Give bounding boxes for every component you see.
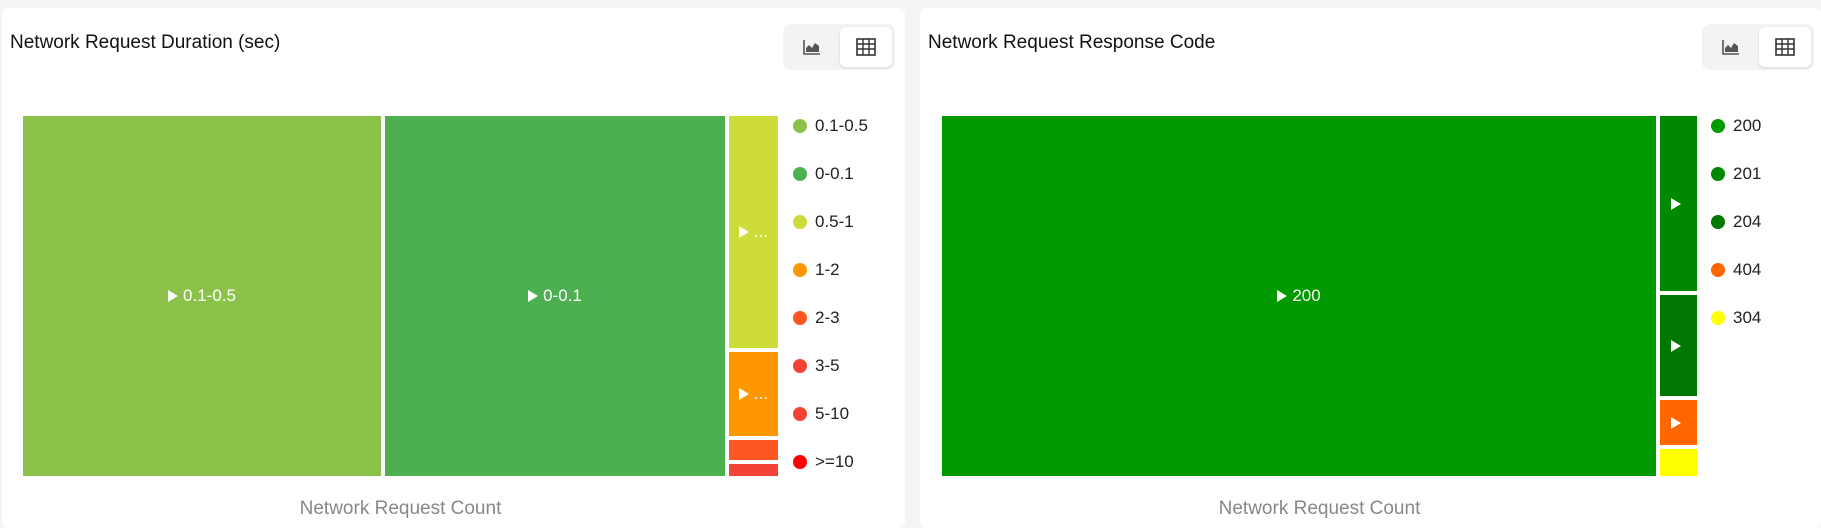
chart-view-button[interactable]: [1705, 27, 1757, 67]
drilldown-arrow-icon: [1671, 339, 1681, 352]
legend-dot-icon: [793, 119, 807, 133]
legend-dot-icon: [793, 455, 807, 469]
table-view-button[interactable]: [840, 27, 892, 67]
cell-label: ...: [753, 384, 769, 403]
cell-label: ...: [753, 222, 769, 241]
legend-item[interactable]: 304: [1711, 308, 1761, 328]
cell-label: 0-0.1: [543, 286, 582, 305]
table-view-button[interactable]: [1759, 27, 1811, 67]
legend-item[interactable]: 2-3: [793, 308, 840, 328]
legend-label: 204: [1733, 212, 1762, 231]
response-code-panel: Network Request Response Code 200 200 201…: [920, 8, 1821, 528]
legend-item[interactable]: 3-5: [793, 356, 840, 376]
treemap-cell-1-2[interactable]: ...: [729, 352, 778, 436]
legend-item[interactable]: 5-10: [793, 404, 849, 424]
panel-title: Network Request Response Code: [928, 32, 1216, 53]
legend-label: 200: [1733, 116, 1762, 135]
legend-label: 0-0.1: [815, 164, 854, 183]
cell-label: 0.1-0.5: [183, 286, 236, 305]
legend-label: 1-2: [815, 260, 840, 279]
legend-label: >=10: [815, 452, 854, 471]
drilldown-arrow-icon: [738, 226, 749, 238]
chart-view-button[interactable]: [786, 27, 838, 67]
drilldown-arrow-icon: [1277, 290, 1288, 302]
x-axis-label: Network Request Count: [299, 498, 502, 519]
area-chart-icon: [1722, 40, 1739, 55]
cell-label: 200: [1292, 286, 1321, 305]
legend-item[interactable]: 204: [1711, 212, 1761, 232]
legend-item[interactable]: 0-0.1: [793, 164, 854, 184]
legend-dot-icon: [1711, 119, 1725, 133]
drilldown-arrow-icon: [1671, 416, 1681, 429]
treemap-cell-204[interactable]: [1660, 295, 1697, 396]
legend-label: 404: [1733, 260, 1762, 279]
treemap-cell-201[interactable]: [1660, 116, 1697, 291]
x-axis-label: Network Request Count: [1218, 498, 1421, 519]
table-icon: [856, 38, 876, 56]
legend-dot-icon: [793, 167, 807, 181]
legend-item[interactable]: 0.5-1: [793, 212, 854, 232]
treemap-cell-200[interactable]: 200: [942, 116, 1656, 476]
treemap-cell-0-5-1[interactable]: ...: [729, 116, 778, 348]
drilldown-arrow-icon: [528, 290, 539, 302]
view-toggle: [1702, 24, 1814, 70]
legend-dot-icon: [1711, 215, 1725, 229]
treemap-cell-404[interactable]: [1660, 400, 1697, 445]
view-toggle: [783, 24, 895, 70]
legend-label: 5-10: [815, 404, 850, 423]
treemap: 200: [942, 116, 1697, 476]
legend-dot-icon: [793, 407, 807, 421]
legend-label: 0.5-1: [815, 212, 854, 231]
legend-dot-icon: [1711, 263, 1725, 277]
table-icon: [1775, 38, 1795, 56]
legend-item[interactable]: 201: [1711, 164, 1761, 184]
legend-dot-icon: [793, 359, 807, 373]
legend-dot-icon: [1711, 311, 1725, 325]
drilldown-arrow-icon: [1671, 197, 1681, 210]
treemap-cell-0-0-1[interactable]: 0-0.1: [385, 116, 725, 476]
duration-panel: Network Request Duration (sec) 0.1-0.5 0-…: [2, 8, 905, 528]
legend-dot-icon: [793, 311, 807, 325]
treemap-cell-2-3[interactable]: [729, 440, 778, 460]
legend-dot-icon: [793, 215, 807, 229]
panel-title: Network Request Duration (sec): [10, 32, 281, 53]
legend-dot-icon: [1711, 167, 1725, 181]
area-chart-icon: [803, 40, 820, 55]
legend-label: 304: [1733, 308, 1762, 327]
drilldown-arrow-icon: [168, 290, 179, 302]
legend-label: 3-5: [815, 356, 840, 375]
legend-item[interactable]: 404: [1711, 260, 1761, 280]
legend-item[interactable]: 200: [1711, 116, 1761, 136]
legend-label: 0.1-0.5: [815, 116, 868, 135]
treemap-cell-3-5[interactable]: [729, 464, 778, 476]
legend-label: 2-3: [815, 308, 840, 327]
legend-item[interactable]: 0.1-0.5: [793, 116, 868, 136]
treemap: 0.1-0.5 0-0.1......: [23, 116, 778, 476]
drilldown-arrow-icon: [738, 388, 749, 400]
legend-item[interactable]: >=10: [793, 452, 854, 472]
legend-item[interactable]: 1-2: [793, 260, 840, 280]
treemap-cell-304[interactable]: [1660, 449, 1697, 476]
treemap-cell-0-1-0-5[interactable]: 0.1-0.5: [23, 116, 381, 476]
legend-dot-icon: [793, 263, 807, 277]
legend-label: 201: [1733, 164, 1762, 183]
